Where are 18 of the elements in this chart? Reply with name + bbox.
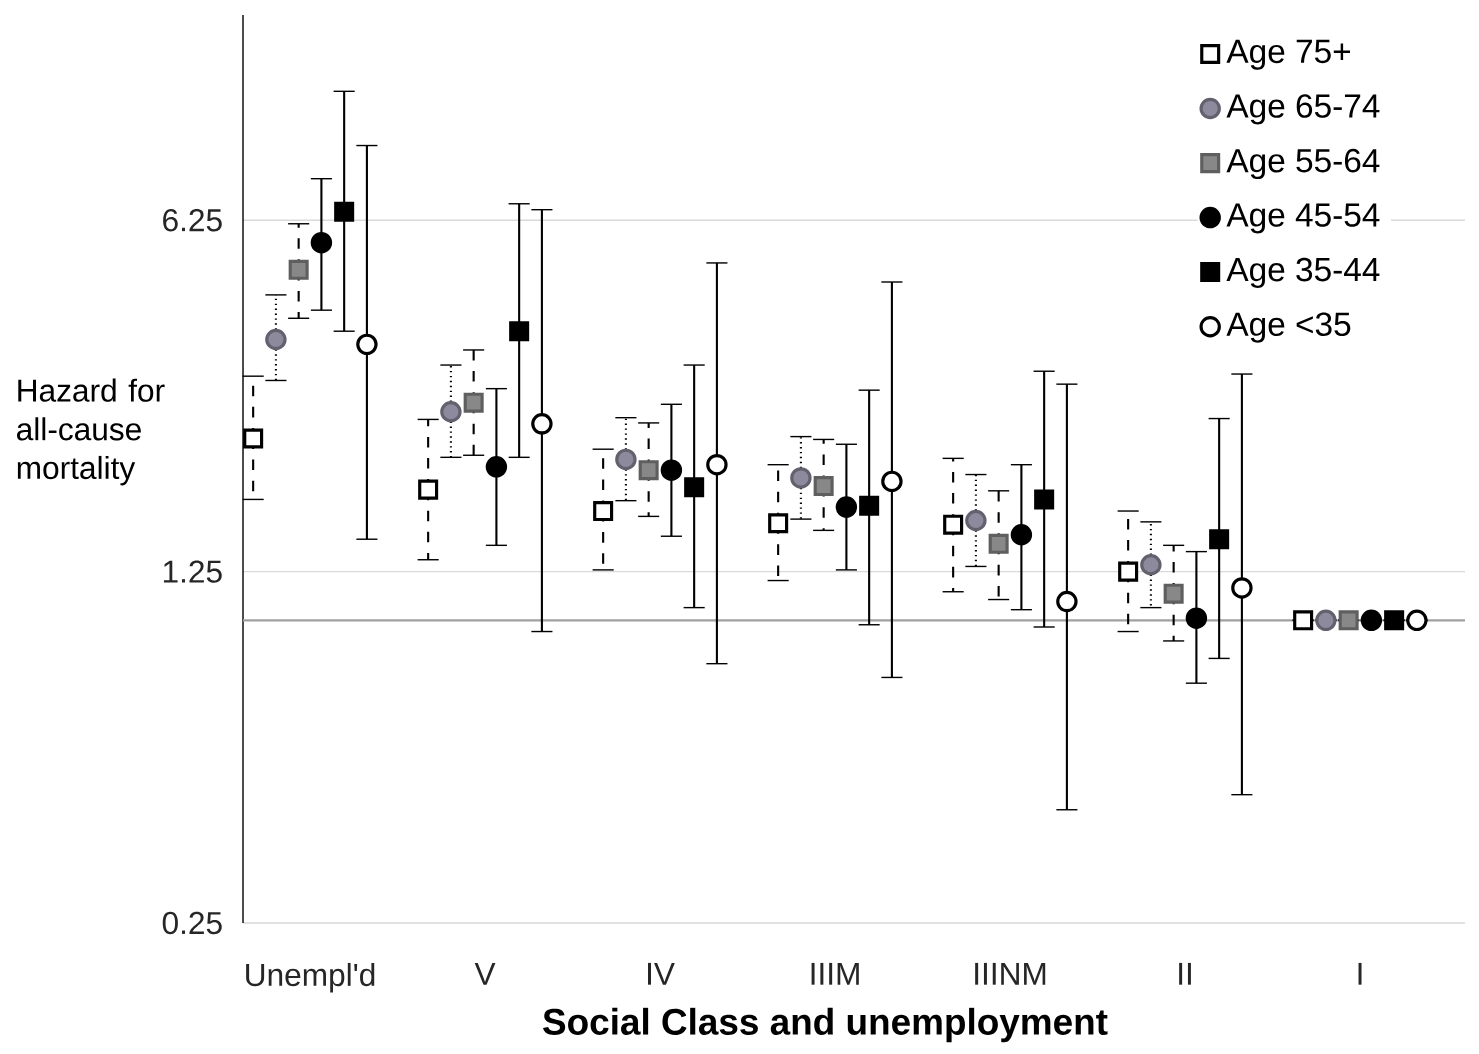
y-axis-title: Hazard for all-cause mortality bbox=[17, 378, 165, 486]
y-tick-label: 6.25 bbox=[163, 209, 222, 232]
y-tick-label: 0.25 bbox=[162, 911, 222, 935]
legend-label: Age <35 bbox=[1226, 312, 1351, 343]
x-tick-label: II bbox=[1179, 962, 1191, 985]
legend-label: Age 35-44 bbox=[1226, 257, 1380, 289]
x-tick-label: I bbox=[1358, 962, 1362, 985]
legend-label: Age 45-54 bbox=[1226, 203, 1380, 234]
legend-label: Age 55-64 bbox=[1226, 148, 1380, 180]
x-tick-label: IV bbox=[648, 962, 675, 985]
legend-label: Age 65-74 bbox=[1226, 94, 1380, 125]
legend-label: Age 75+ bbox=[1226, 39, 1351, 70]
x-tick-label: IIIM bbox=[811, 962, 859, 985]
y-tick-label: 1.25 bbox=[163, 560, 222, 583]
x-tick-label: Unempl'd bbox=[246, 962, 375, 993]
x-axis-title: Social Class and unemployment bbox=[543, 1007, 1108, 1043]
x-tick-label: IIINM bbox=[975, 962, 1046, 985]
x-tick-label: V bbox=[474, 962, 496, 985]
